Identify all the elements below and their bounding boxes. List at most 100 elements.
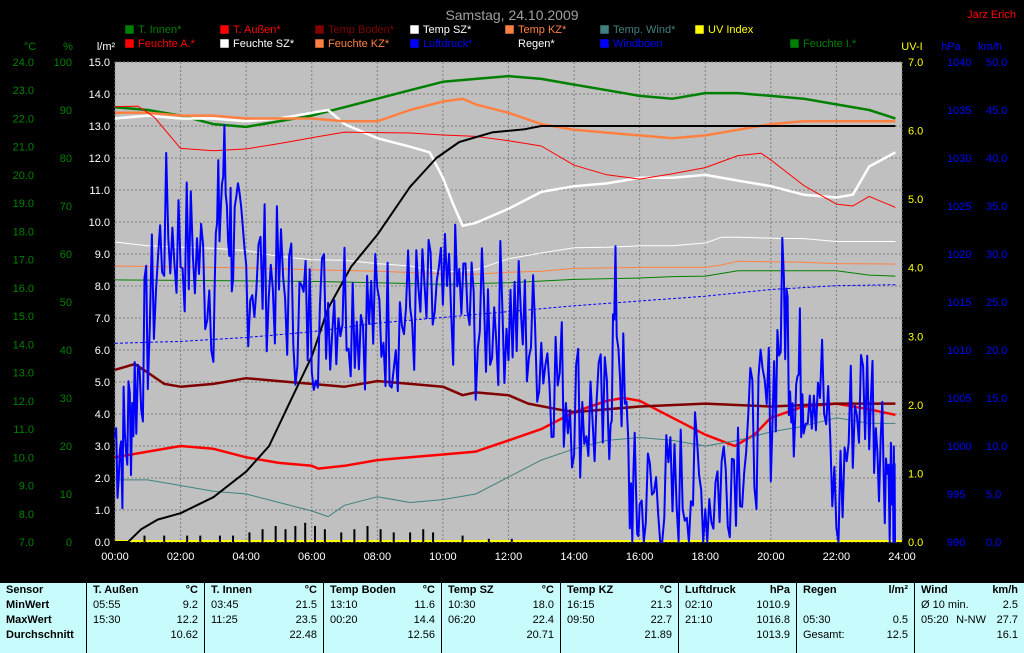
table-cell-time: 00:20 <box>330 614 358 626</box>
kmh-tick: 20.0 <box>986 345 1007 357</box>
legend-swatch <box>124 24 135 35</box>
pct-tick: 20 <box>60 441 72 453</box>
table-cell-value: 27.7 <box>996 614 1018 626</box>
table-cell-value: 10.62 <box>170 629 198 641</box>
legend-label: Regen* <box>518 38 555 50</box>
table-row: 21:10 1016.8 <box>679 613 796 628</box>
legend-swatch <box>789 38 800 49</box>
legend-label: Luftdruck* <box>423 38 473 50</box>
table-row: Gesamt: 12.5 <box>797 628 914 643</box>
table-cell-time: 05:30 <box>803 614 831 626</box>
table-cell-time: MinWert <box>6 599 50 611</box>
legend-label: Feuchte KZ* <box>328 38 390 50</box>
deg-tick: 14.0 <box>13 339 34 351</box>
table-row: 1013.9 <box>679 628 796 643</box>
table-cell-time: Durchschnitt <box>6 629 74 641</box>
table-row: MinWert <box>0 598 86 613</box>
table-row: 16.1 <box>915 628 1024 643</box>
uv-tick: 7.0 <box>908 57 923 69</box>
table-cell-extra: N-NW <box>956 614 986 626</box>
deg-tick: 9.0 <box>19 481 34 493</box>
hpa-tick: 1035 <box>947 105 971 117</box>
table-row: 10:30 18.0 <box>442 598 560 613</box>
legend: T. Innen* T. Außen* Temp Boden* Temp SZ* Tem… <box>124 24 857 50</box>
hpa-tick-unit: hPa <box>941 41 961 53</box>
x-tick: 10:00 <box>429 551 457 563</box>
kmh-tick: 10.0 <box>986 441 1007 453</box>
table-header-label: Wind <box>921 584 948 596</box>
table-header: Sensor <box>0 583 86 598</box>
hpa-tick: 1005 <box>947 393 971 405</box>
deg-tick: 12.0 <box>13 396 34 408</box>
table-cell-time: MaxWert <box>6 614 52 626</box>
kmh-tick: 0.0 <box>986 537 1001 549</box>
table-row: 09:50 22.7 <box>561 613 678 628</box>
rain-tick: 14.0 <box>89 89 110 101</box>
uv-tick: 4.0 <box>908 263 923 275</box>
kmh-tick: 25.0 <box>986 297 1007 309</box>
legend-swatch <box>504 38 515 49</box>
table-header-label: T. Außen <box>93 584 139 596</box>
hpa-tick: 990 <box>947 537 965 549</box>
table-row: 15:30 12.2 <box>87 613 204 628</box>
table-header-label: Temp Boden <box>330 584 396 596</box>
table-header-label: Luftdruck <box>685 584 736 596</box>
legend-swatch <box>314 38 325 49</box>
uv-tick: 5.0 <box>908 194 923 206</box>
table-row: Ø 10 min. 2.5 <box>915 598 1024 613</box>
table-cell-value: 21.3 <box>650 599 672 611</box>
table-cell-value: 21.5 <box>295 599 317 611</box>
hpa-tick: 1025 <box>947 201 971 213</box>
table-header: Regen l/m² <box>797 583 914 598</box>
legend-label: T. Innen* <box>138 24 182 36</box>
pct-tick: 50 <box>60 297 72 309</box>
table-cell-value: 11.6 <box>414 599 435 611</box>
table-row: 16:15 21.3 <box>561 598 678 613</box>
kmh-tick-unit: km/h <box>978 41 1002 53</box>
rain-tick: 1.0 <box>95 505 110 517</box>
weather-chart: 7.0 8.0 9.0 10.0 11.0 12.0 13.0 14.0 15.0 16.0 17.… <box>13 7 1016 563</box>
legend-label: Temp SZ* <box>423 24 472 36</box>
table-row: 06:20 22.4 <box>442 613 560 628</box>
kmh-tick: 35.0 <box>986 201 1007 213</box>
rain-tick: 5.0 <box>95 377 110 389</box>
table-header-unit: °C <box>659 584 672 596</box>
rain-tick-unit: l/m² <box>97 41 116 53</box>
legend-label: Temp Boden* <box>328 24 395 36</box>
table-cell-value: 0.5 <box>892 614 908 626</box>
x-tick: 16:00 <box>626 551 654 563</box>
deg-tick: 15.0 <box>13 311 34 323</box>
kmh-tick: 15.0 <box>986 393 1007 405</box>
rain-tick: 9.0 <box>95 249 110 261</box>
legend-label: Windböen <box>613 38 663 50</box>
table-header: T. Außen °C <box>87 583 204 598</box>
legend-swatch <box>409 24 420 35</box>
table-row: 05:30 0.5 <box>797 613 914 628</box>
table-row: 10.62 <box>87 628 204 643</box>
legend-label: Feuchte SZ* <box>233 38 295 50</box>
table-row <box>797 598 914 613</box>
table-cell-value: 22.48 <box>289 629 317 641</box>
table-cell-time: 02:10 <box>685 599 713 611</box>
legend-label: T. Außen* <box>233 24 281 36</box>
legend-swatch <box>314 24 325 35</box>
table-cell-value: 1010.9 <box>756 599 790 611</box>
table-column: T. Innen °C 03:45 21.5 11:25 23.5 22.48 <box>205 583 323 653</box>
table-cell-time: 05:55 <box>93 599 121 611</box>
deg-tick: 11.0 <box>13 424 34 436</box>
kmh-tick: 5.0 <box>986 489 1001 501</box>
legend-swatch <box>694 24 705 35</box>
deg-tick: 23.0 <box>13 85 34 97</box>
legend-swatch <box>409 38 420 49</box>
rain-tick: 6.0 <box>95 345 110 357</box>
table-cell-value: 23.5 <box>295 614 317 626</box>
rain-tick: 0.0 <box>95 537 110 549</box>
table-cell-value: 1013.9 <box>756 629 790 641</box>
deg-tick: 18.0 <box>13 226 34 238</box>
rain-tick: 2.0 <box>95 473 110 485</box>
series-line <box>115 125 896 543</box>
rain-tick: 8.0 <box>95 281 110 293</box>
table-header-unit: °C <box>541 584 554 596</box>
table-cell-time: 09:50 <box>567 614 595 626</box>
legend-swatch <box>219 38 230 49</box>
